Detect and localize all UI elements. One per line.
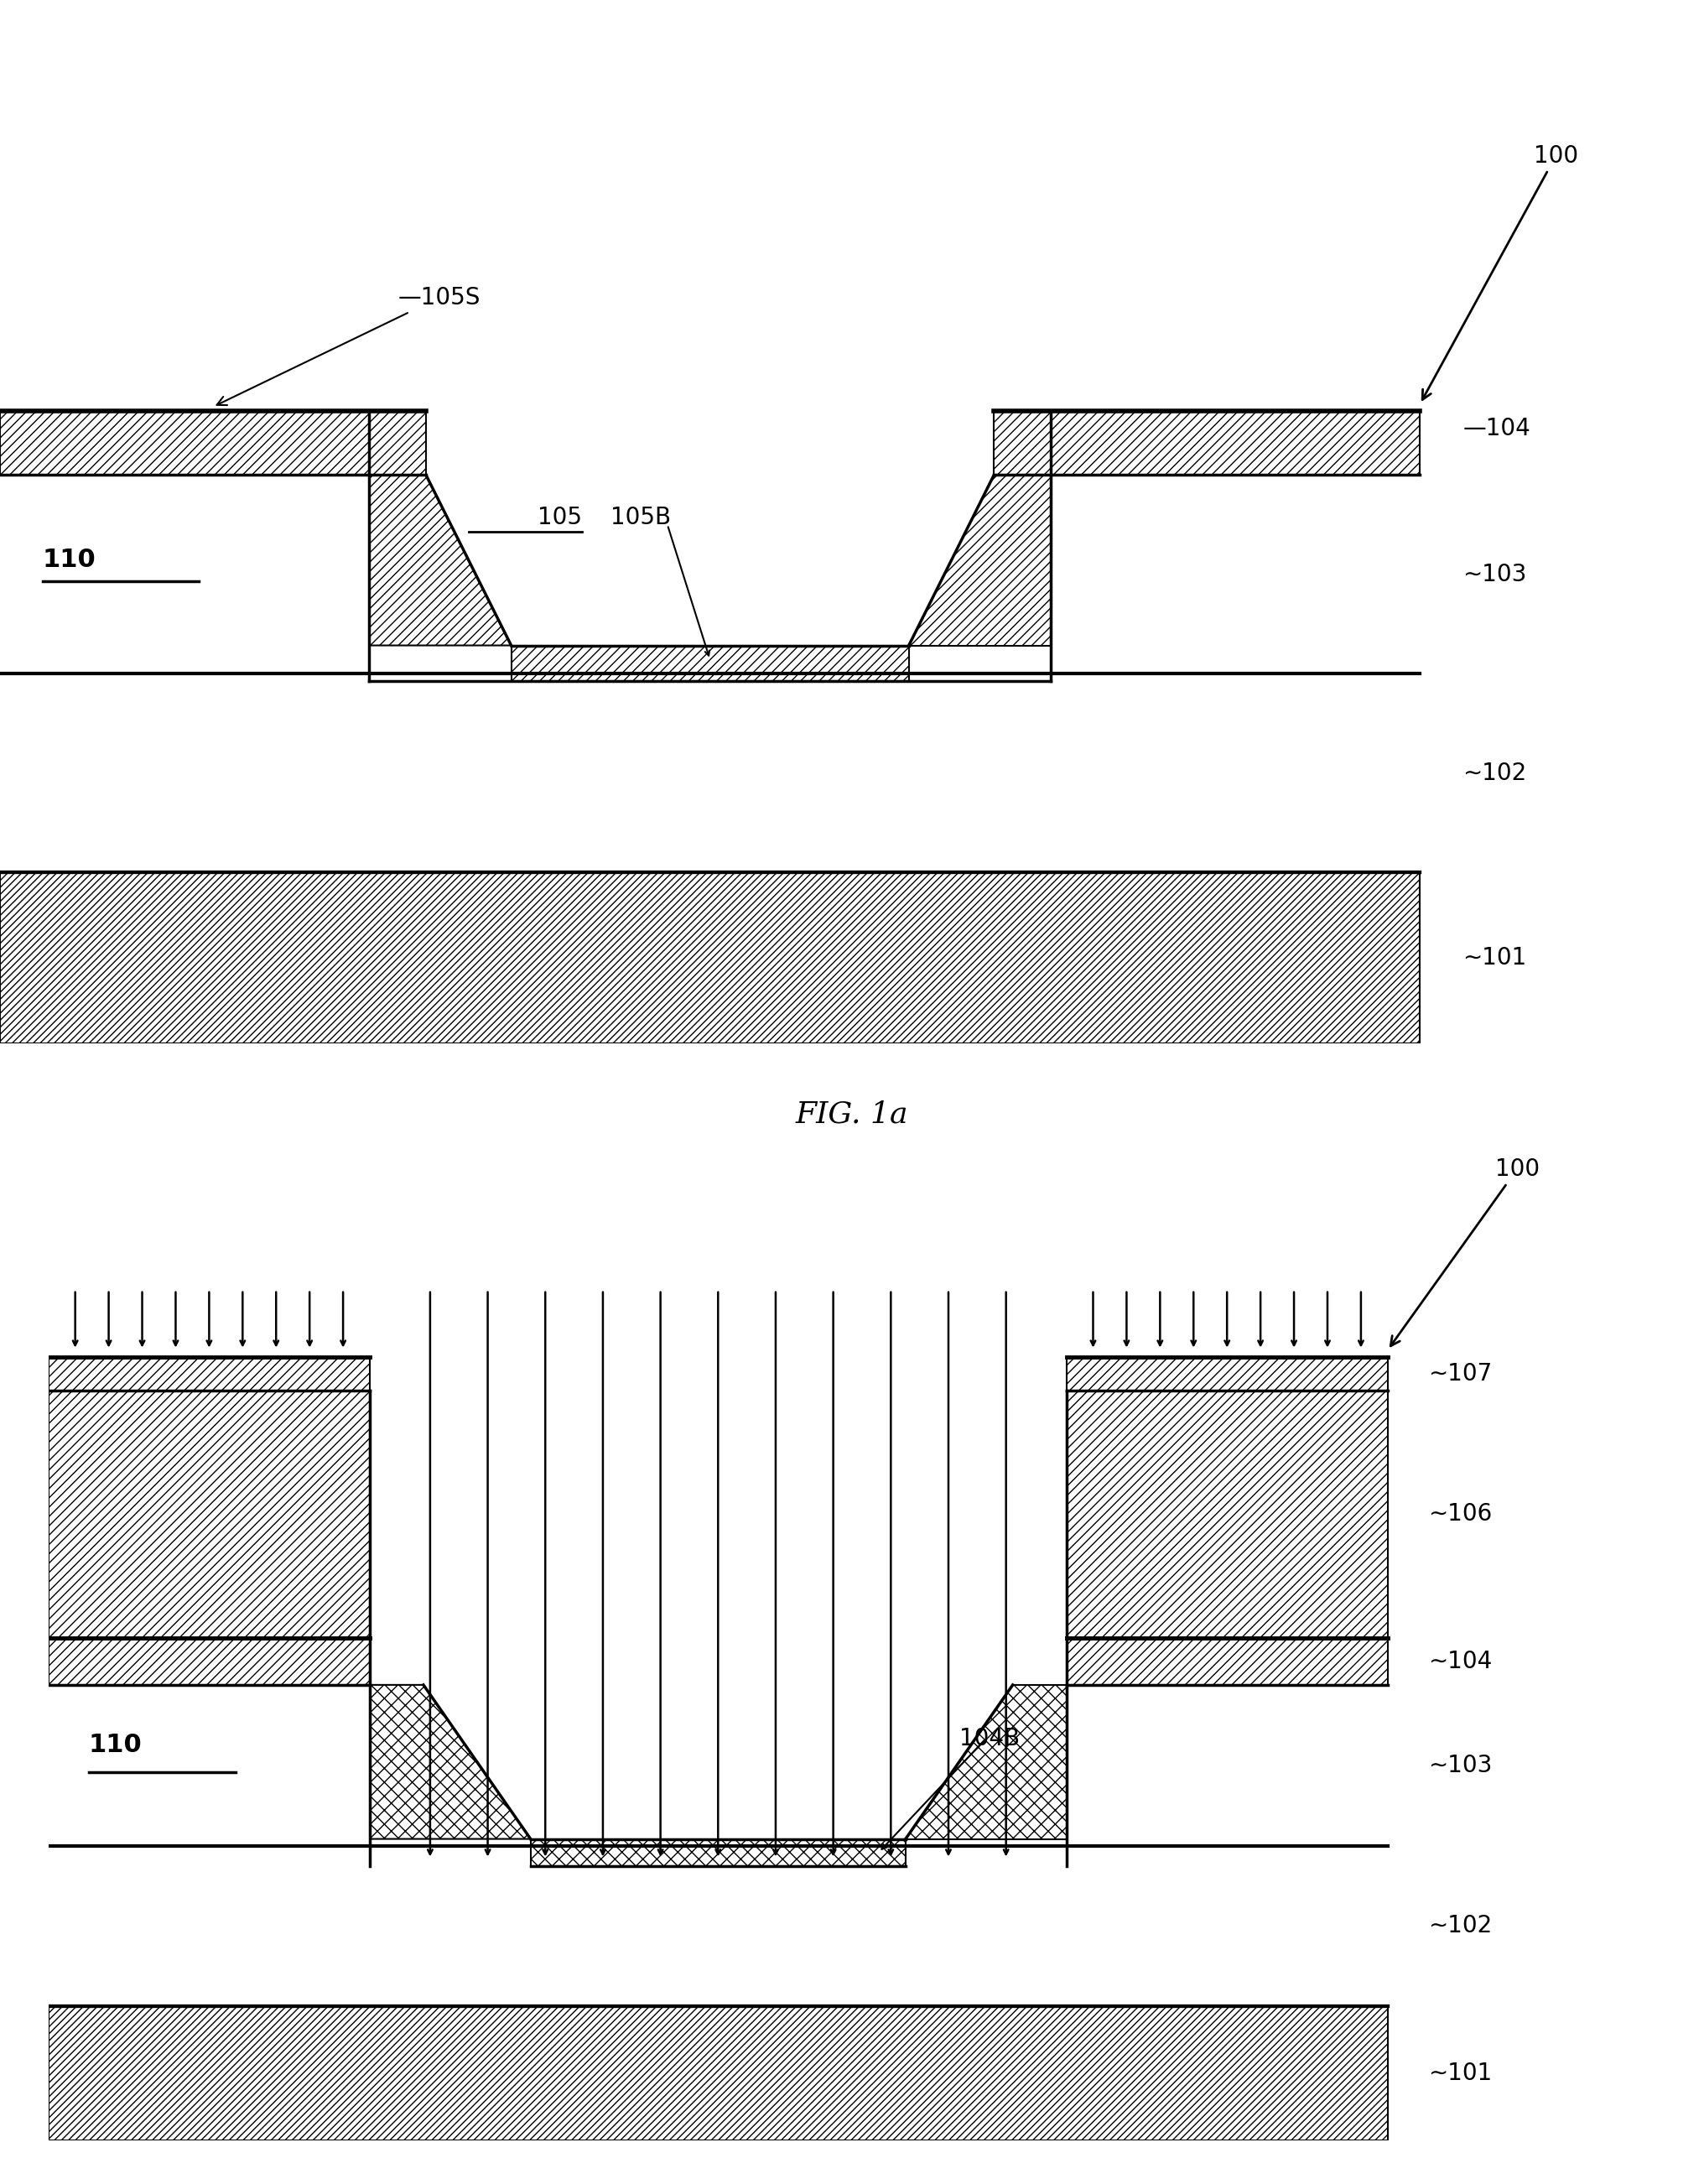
Polygon shape <box>511 646 908 681</box>
Polygon shape <box>0 411 426 474</box>
Polygon shape <box>48 1356 370 1391</box>
Polygon shape <box>1067 1356 1387 1391</box>
Text: —104: —104 <box>1462 417 1530 441</box>
Text: 104B: 104B <box>959 1728 1019 1749</box>
Text: ∼102: ∼102 <box>1462 762 1527 784</box>
Bar <box>0 474 1419 675</box>
Polygon shape <box>0 874 1419 1044</box>
Text: 105B: 105B <box>610 507 671 529</box>
Polygon shape <box>1067 1638 1387 1684</box>
Polygon shape <box>48 2007 1387 2140</box>
Polygon shape <box>905 1684 1067 1839</box>
Text: 100: 100 <box>1390 1158 1539 1345</box>
Text: ∼102: ∼102 <box>1428 1913 1491 1937</box>
Polygon shape <box>993 411 1419 474</box>
Text: ∼101: ∼101 <box>1428 2062 1491 2086</box>
Text: —105S: —105S <box>216 286 481 404</box>
Text: 105: 105 <box>538 507 583 529</box>
Polygon shape <box>370 474 511 646</box>
Polygon shape <box>1067 1391 1387 1638</box>
Text: 110: 110 <box>89 1732 141 1758</box>
Text: ∼106: ∼106 <box>1428 1503 1491 1527</box>
Polygon shape <box>0 675 1419 874</box>
Text: ∼103: ∼103 <box>1428 1754 1493 1778</box>
Text: ∼103: ∼103 <box>1462 563 1527 585</box>
Text: 100: 100 <box>1423 144 1578 400</box>
Text: ∼101: ∼101 <box>1462 946 1527 970</box>
Polygon shape <box>48 1845 1387 2007</box>
Polygon shape <box>908 474 1051 646</box>
Text: ∼104: ∼104 <box>1428 1649 1491 1673</box>
Bar <box>48 1684 1387 1845</box>
Text: FIG. 1a: FIG. 1a <box>796 1101 908 1129</box>
Polygon shape <box>48 1638 370 1684</box>
Text: ∼107: ∼107 <box>1428 1361 1491 1385</box>
Text: 110: 110 <box>43 548 95 572</box>
Polygon shape <box>48 1391 370 1638</box>
Polygon shape <box>530 1839 905 1865</box>
Polygon shape <box>370 1684 530 1839</box>
